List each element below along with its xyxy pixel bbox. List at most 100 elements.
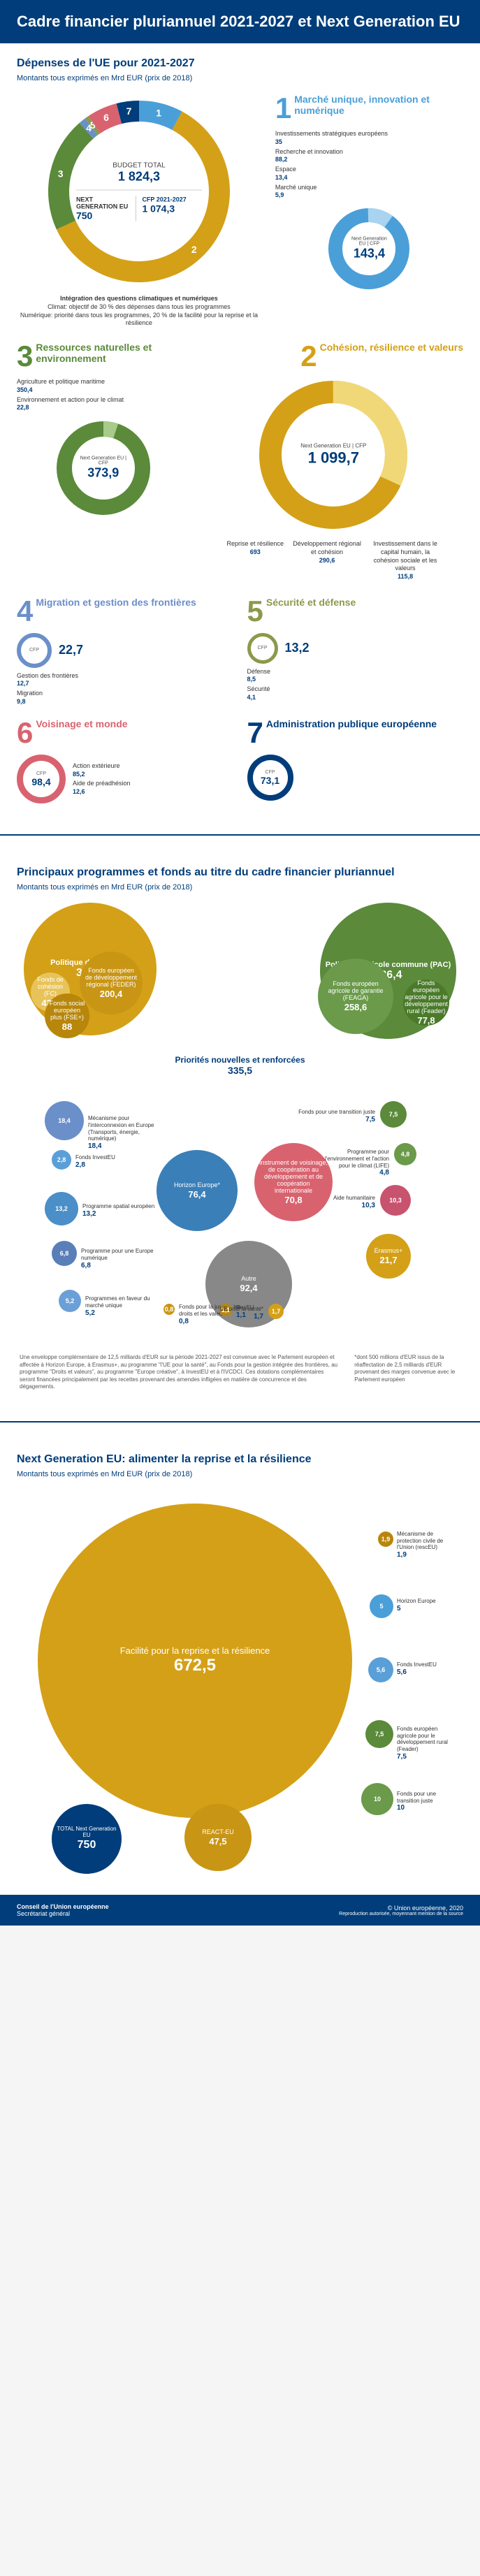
legend-item: Migration9,8 (17, 690, 233, 706)
legend-item: Investissements stratégiques européens35 (275, 130, 463, 146)
cat3-title: Ressources naturelles et environnement (36, 342, 189, 364)
svg-text:6: 6 (103, 112, 109, 123)
ngeu-side-bubble: 5,6 (368, 1657, 393, 1682)
priority-bubble: Horizon Europe*76,4 (157, 1150, 238, 1231)
cat1-num: 1 (275, 94, 291, 123)
legend-item: Gestion des frontières12,7 (17, 672, 233, 688)
page-title: Cadre financier pluriannuel 2021-2027 et… (17, 13, 463, 31)
legend-item: Marché unique5,9 (275, 184, 463, 200)
legend-item: Défense8,5 (247, 668, 464, 684)
footer-org: Conseil de l'Union européenne (17, 1903, 109, 1910)
priority-callout: Programme pour l'environnement et l'acti… (312, 1149, 389, 1177)
ngeu-label: NEXT GENERATION EU (76, 196, 136, 210)
legend-item: Reprise et résilience693 (227, 540, 284, 581)
ngeu-side-callout: Mécanisme de protection civile de l'Unio… (397, 1531, 456, 1559)
cat6-title: Voisinage et monde (36, 718, 127, 729)
section-ngeu: Next Generation EU: alimenter la reprise… (0, 1439, 480, 1895)
cat3-num: 3 (17, 342, 33, 371)
svg-text:3: 3 (58, 168, 64, 180)
footer-repro: Reproduction autorisée, moyennant mentio… (339, 1912, 463, 1916)
legend-item: Recherche et innovation88,2 (275, 148, 463, 164)
priority-bubble: 1,7 (268, 1304, 284, 1319)
priority-callout: Programme pour une Europe numérique6,8 (81, 1248, 158, 1269)
ngeu-side-bubble: 5 (370, 1594, 393, 1618)
pac-bubble-group: Politique agricole commune (PAC) 336,4 F… (247, 903, 464, 1042)
ngeu-side-callout: Fonds européen agricole pour le développ… (397, 1726, 456, 1761)
cat4-total: 22,7 (59, 643, 83, 657)
cat4-num: 4 (17, 597, 33, 626)
priority-bubble: 4,8 (394, 1143, 416, 1165)
priorities-title: Priorités nouvelles et renforcées (17, 1055, 463, 1065)
sec2-sub: Montants tous exprimés en Mrd EUR (prix … (17, 883, 463, 892)
priority-callout: Aide humanitaire10,3 (333, 1195, 375, 1210)
ngeu-side-bubble: 10 (361, 1783, 393, 1815)
legend-item: Action extérieure85,2 (73, 762, 131, 778)
budget-total-value: 1 824,3 (76, 170, 202, 184)
priority-callout: Mécanisme pour l'interconnexion en Europ… (88, 1115, 165, 1150)
sec1-sub: Montants tous exprimés en Mrd EUR (prix … (17, 74, 463, 82)
ngeu-side-callout: Fonds pour une transition juste10 (397, 1791, 456, 1812)
page-header: Cadre financier pluriannuel 2021-2027 et… (0, 0, 480, 43)
priority-callout: Fonds pour une transition juste7,5 (298, 1109, 375, 1124)
priorities-val: 335,5 (17, 1065, 463, 1076)
ngeu-total-bubble: TOTAL Next Generation EU750 (52, 1804, 122, 1874)
footer-dept: Secrétariat général (17, 1910, 109, 1917)
cat7-title: Administration publique européenne (266, 718, 437, 729)
main-donut: 1234567 BUDGET TOTAL 1 824,3 NEXT GENERA… (41, 94, 237, 289)
cat6-block: 6 Voisinage et monde CFP 98,4 Action ext… (17, 718, 233, 803)
sec3-title: Next Generation EU: alimenter la reprise… (17, 1453, 463, 1466)
cat5-num: 5 (247, 597, 263, 626)
cfp-value: 1 074,3 (142, 203, 202, 214)
legend-item: Espace13,4 (275, 166, 463, 182)
ngeu-react-bubble: REACT-EU47,5 (184, 1804, 252, 1871)
ngeu-value: 750 (76, 210, 136, 221)
legend-item: Aide de préadhésion12,6 (73, 780, 131, 796)
legend-item: Développement régional et cohésion290,6 (292, 540, 362, 581)
section-depenses: Dépenses de l'UE pour 2021-2027 Montants… (0, 43, 480, 817)
budget-total-label: BUDGET TOTAL (76, 162, 202, 170)
priority-callout: UE pour la santé*1,7 (219, 1306, 263, 1321)
cat6-num: 6 (17, 718, 33, 748)
ngeu-side-callout: Horizon Europe5 (397, 1598, 456, 1613)
priorities-bubbles: Mécanisme pour l'interconnexion en Europ… (17, 1080, 463, 1346)
cat1-title: Marché unique, innovation et numérique (294, 94, 463, 116)
cat4-title: Migration et gestion des frontières (36, 597, 196, 608)
cfp-label: CFP 2021-2027 (142, 196, 202, 203)
legend-item: Sécurité4,1 (247, 685, 464, 701)
cohesion-bubble-group: Politique de cohésion 330,2 Fonds de coh… (17, 903, 233, 1042)
integration-note: Intégration des questions climatiques et… (17, 295, 261, 328)
page-root: Cadre financier pluriannuel 2021-2027 et… (0, 0, 480, 1926)
priority-callout: Fonds InvestEU2,8 (75, 1154, 115, 1170)
cat7-num: 7 (247, 718, 263, 748)
priority-bubble: 18,4 (45, 1101, 84, 1140)
section-programmes: Principaux programmes et fonds au titre … (0, 852, 480, 1404)
priority-bubble: 7,5 (380, 1101, 407, 1128)
priority-bubble: 13,2 (45, 1192, 78, 1225)
legend-item: Investissement dans le capital humain, l… (370, 540, 440, 581)
pac-sub-bubble: Fonds européen agricole de garantie (FEA… (318, 959, 393, 1034)
priority-bubble: 10,3 (380, 1185, 411, 1216)
ngeu-side-callout: Fonds InvestEU5,6 (397, 1661, 456, 1677)
cat1-total: 143,4 (348, 246, 390, 261)
priority-bubble: 0,8 (163, 1304, 175, 1315)
ngeu-bubbles: Facilité pour la reprise et la résilienc… (17, 1490, 463, 1881)
cat1-block: 1 Marché unique, innovation et numérique… (275, 94, 463, 328)
legend-item: Environnement et action pour le climat22… (17, 396, 190, 412)
sec2-footnote: Une enveloppe complémentaire de 12,5 mil… (17, 1354, 340, 1390)
priority-bubble: 6,8 (52, 1241, 77, 1266)
legend-item: Agriculture et politique maritime350,4 (17, 378, 190, 394)
cat7-total: 73,1 (261, 775, 279, 786)
cat4-block: 4 Migration et gestion des frontières CF… (17, 597, 233, 708)
cat3-block: 3 Ressources naturelles et environnement… (17, 342, 190, 582)
cat5-title: Sécurité et défense (266, 597, 356, 608)
cat3-total: 373,9 (79, 465, 128, 480)
sec2-title: Principaux programmes et fonds au titre … (17, 866, 463, 879)
page-footer: Conseil de l'Union européenne Secrétaria… (0, 1895, 480, 1926)
svg-text:7: 7 (126, 105, 132, 117)
pac-sub-bubble: Fonds européen agricole pour le développ… (403, 980, 449, 1026)
cat5-block: 5 Sécurité et défense CFP 13,2 Défense8,… (247, 597, 464, 708)
cat2-block: 2 Cohésion, résilience et valeurs Next G… (204, 342, 463, 582)
ngeu-side-bubble: 1,9 (378, 1531, 393, 1547)
ngeu-main-bubble: Facilité pour la reprise et la résilienc… (38, 1504, 352, 1818)
cat2-num: 2 (300, 342, 317, 371)
